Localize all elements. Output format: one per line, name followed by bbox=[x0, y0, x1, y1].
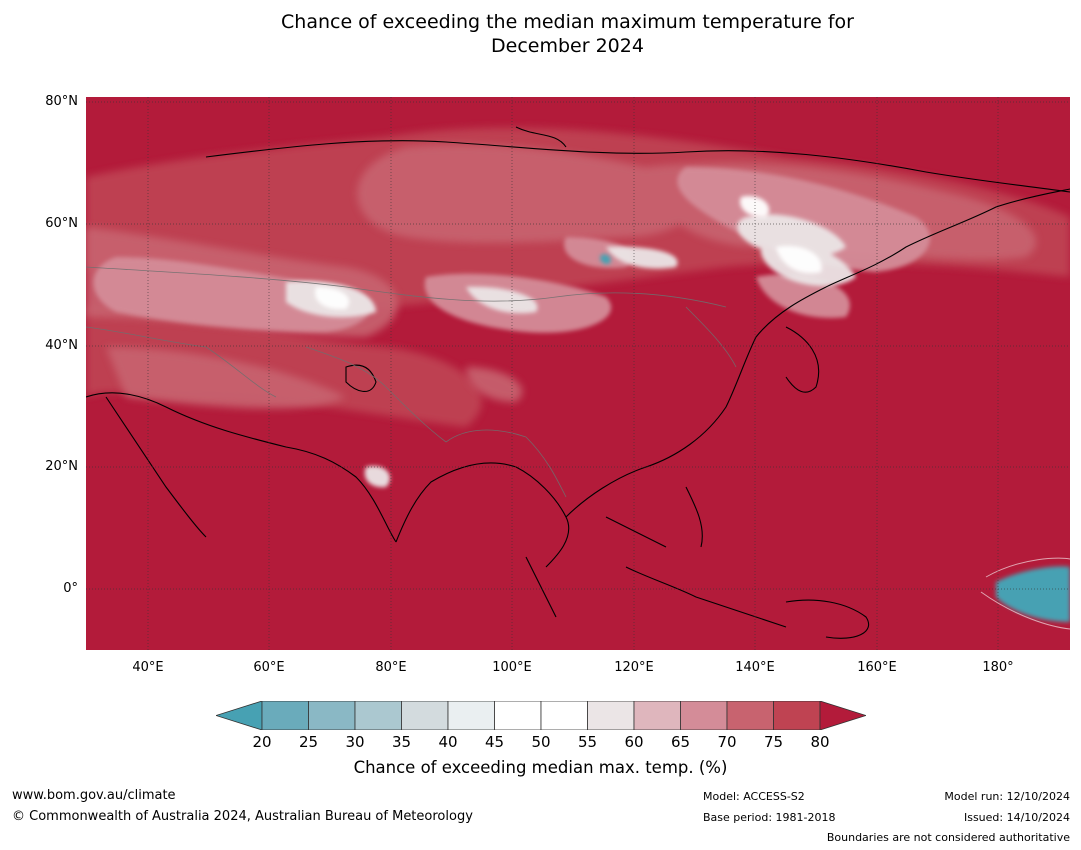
probability-shading-55 bbox=[315, 196, 822, 310]
colorbar-tick-label: 80 bbox=[810, 733, 830, 751]
lon-label-140e: 140°E bbox=[735, 660, 775, 675]
lon-label-180: 180° bbox=[982, 660, 1014, 675]
colorbar-label: Chance of exceeding median max. temp. (%… bbox=[353, 758, 728, 777]
footer-issued: Issued: 14/10/2024 bbox=[963, 811, 1070, 824]
colorbar-segment bbox=[308, 700, 356, 731]
graticule bbox=[86, 97, 1070, 650]
country-borders bbox=[86, 266, 737, 498]
probability-map bbox=[86, 97, 1070, 650]
colorbar-tick-label: 45 bbox=[484, 733, 505, 751]
lon-label-120e: 120°E bbox=[614, 660, 654, 675]
lon-label-80e: 80°E bbox=[375, 660, 407, 675]
footer-model: Model: ACCESS-S2 bbox=[703, 790, 805, 803]
probability-shading-65 bbox=[93, 167, 931, 333]
colorbar-arrow-high bbox=[819, 700, 868, 731]
footer-website: www.bom.gov.au/climate bbox=[12, 788, 176, 803]
lat-label-60n: 60°N bbox=[45, 216, 78, 231]
colorbar-tick-label: 55 bbox=[577, 733, 598, 751]
lon-label-160e: 160°E bbox=[857, 660, 897, 675]
colorbar-segment bbox=[587, 700, 635, 731]
colorbar-segment bbox=[354, 700, 402, 731]
colorbar-tick-label: 25 bbox=[298, 733, 319, 751]
lon-label-40e: 40°E bbox=[132, 660, 164, 675]
colorbar-segment bbox=[261, 700, 309, 731]
colorbar-tick-label: 60 bbox=[624, 733, 644, 751]
colorbar-segment bbox=[494, 700, 542, 731]
colorbar-segment bbox=[680, 700, 728, 731]
colorbar-segment bbox=[540, 700, 588, 731]
lon-label-100e: 100°E bbox=[492, 660, 532, 675]
lat-label-20n: 20°N bbox=[45, 459, 78, 474]
colorbar-tick-label: 20 bbox=[252, 733, 272, 751]
footer-base-period: Base period: 1981-2018 bbox=[703, 811, 836, 824]
colorbar-tick-label: 70 bbox=[717, 733, 737, 751]
colorbar-graphic bbox=[214, 700, 868, 731]
probability-shading-low bbox=[600, 254, 1070, 622]
colorbar-segment bbox=[401, 700, 449, 731]
map-title: Chance of exceeding the median maximum t… bbox=[0, 10, 1081, 58]
colorbar-tick-label: 30 bbox=[345, 733, 365, 751]
colorbar-tick-label: 65 bbox=[670, 733, 691, 751]
map-graphic bbox=[86, 97, 1070, 650]
map-title-line2: December 2024 bbox=[491, 35, 644, 57]
colorbar-segment bbox=[773, 700, 821, 731]
lat-label-80n: 80°N bbox=[45, 94, 78, 109]
colorbar-arrow-low bbox=[214, 700, 263, 731]
map-title-line1: Chance of exceeding the median maximum t… bbox=[281, 11, 854, 33]
lon-label-60e: 60°E bbox=[253, 660, 285, 675]
colorbar-tick-label: 40 bbox=[438, 733, 458, 751]
colorbar-segment bbox=[633, 700, 681, 731]
colorbar-tick-label: 75 bbox=[763, 733, 784, 751]
footer-disclaimer: Boundaries are not considered authoritat… bbox=[826, 831, 1070, 844]
colorbar-segment bbox=[726, 700, 774, 731]
colorbar-tick-label: 35 bbox=[391, 733, 412, 751]
footer-copyright: © Commonwealth of Australia 2024, Austra… bbox=[12, 809, 473, 824]
colorbar-tick-label: 50 bbox=[531, 733, 551, 751]
colorbar-segment bbox=[447, 700, 495, 731]
colorbar bbox=[214, 700, 868, 731]
lat-label-0: 0° bbox=[63, 581, 78, 596]
footer-model-run: Model run: 12/10/2024 bbox=[944, 790, 1070, 803]
lat-label-40n: 40°N bbox=[45, 338, 78, 353]
